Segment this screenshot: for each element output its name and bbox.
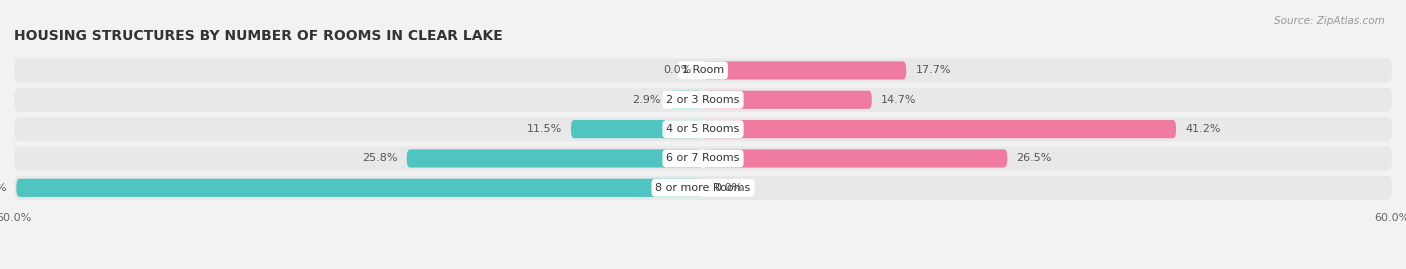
Text: 0.0%: 0.0% bbox=[714, 183, 742, 193]
Text: 11.5%: 11.5% bbox=[526, 124, 562, 134]
Text: 6 or 7 Rooms: 6 or 7 Rooms bbox=[666, 154, 740, 164]
FancyBboxPatch shape bbox=[669, 91, 703, 109]
Text: 14.7%: 14.7% bbox=[882, 95, 917, 105]
Text: 59.8%: 59.8% bbox=[0, 183, 7, 193]
FancyBboxPatch shape bbox=[703, 61, 907, 80]
Text: HOUSING STRUCTURES BY NUMBER OF ROOMS IN CLEAR LAKE: HOUSING STRUCTURES BY NUMBER OF ROOMS IN… bbox=[14, 29, 503, 43]
Text: 25.8%: 25.8% bbox=[363, 154, 398, 164]
FancyBboxPatch shape bbox=[14, 88, 1392, 112]
Text: 0.0%: 0.0% bbox=[664, 65, 692, 75]
Text: 4 or 5 Rooms: 4 or 5 Rooms bbox=[666, 124, 740, 134]
FancyBboxPatch shape bbox=[17, 179, 703, 197]
Text: 2.9%: 2.9% bbox=[633, 95, 661, 105]
FancyBboxPatch shape bbox=[14, 58, 1392, 83]
FancyBboxPatch shape bbox=[14, 146, 1392, 171]
Text: 2 or 3 Rooms: 2 or 3 Rooms bbox=[666, 95, 740, 105]
FancyBboxPatch shape bbox=[703, 91, 872, 109]
Text: 26.5%: 26.5% bbox=[1017, 154, 1052, 164]
FancyBboxPatch shape bbox=[406, 149, 703, 168]
Text: 1 Room: 1 Room bbox=[682, 65, 724, 75]
FancyBboxPatch shape bbox=[14, 117, 1392, 141]
FancyBboxPatch shape bbox=[571, 120, 703, 138]
Text: Source: ZipAtlas.com: Source: ZipAtlas.com bbox=[1274, 16, 1385, 26]
FancyBboxPatch shape bbox=[14, 176, 1392, 200]
FancyBboxPatch shape bbox=[703, 120, 1175, 138]
Text: 8 or more Rooms: 8 or more Rooms bbox=[655, 183, 751, 193]
Text: 41.2%: 41.2% bbox=[1185, 124, 1220, 134]
Text: 17.7%: 17.7% bbox=[915, 65, 950, 75]
FancyBboxPatch shape bbox=[703, 149, 1007, 168]
